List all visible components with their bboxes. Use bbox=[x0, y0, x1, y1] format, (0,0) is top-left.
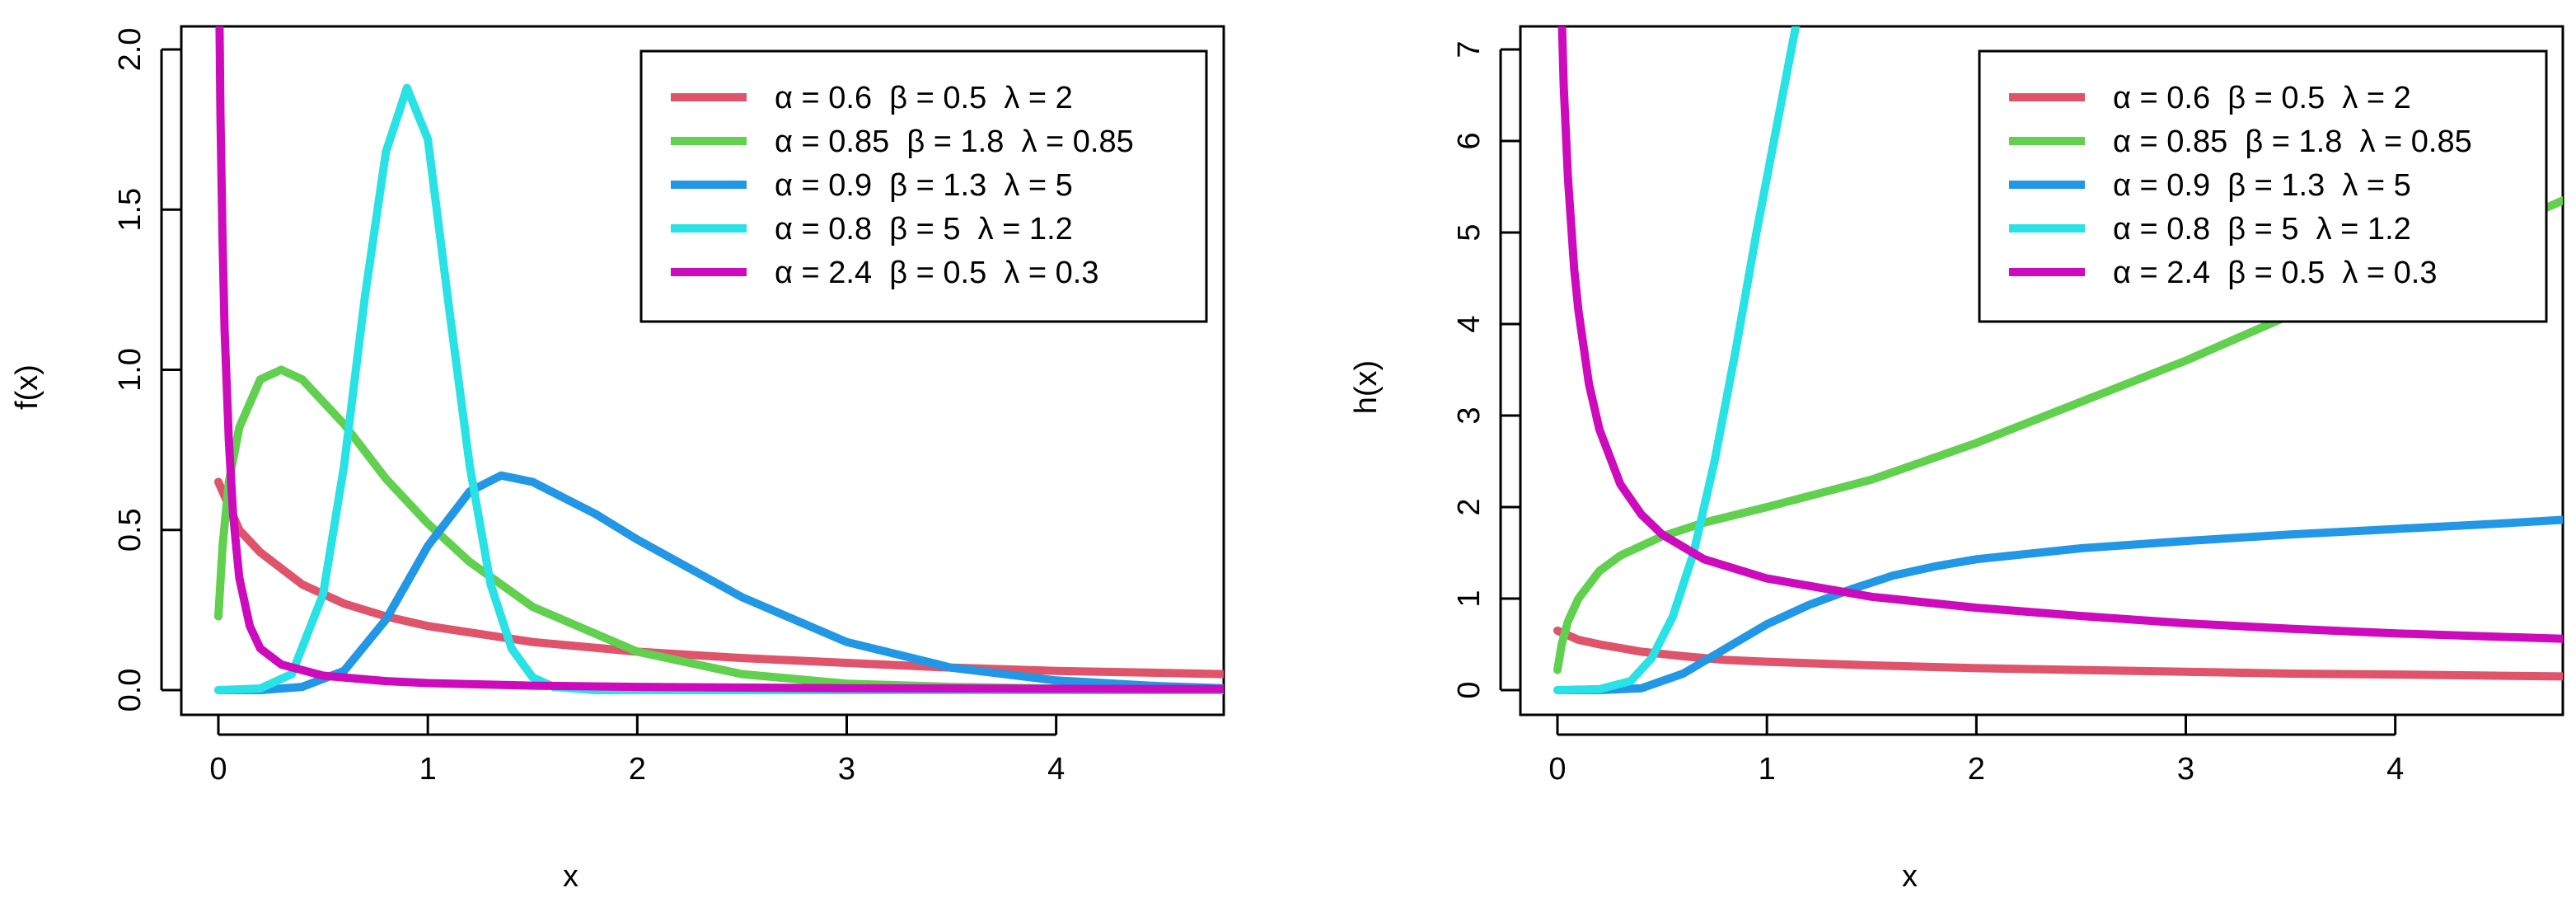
hazard-panel: 0 1 2 3 4 0 1 2 3 4 5 6 7 x h(x) α = 0.6 β = 0.5 λ … bbox=[1349, 25, 2564, 894]
density-y-axis: 0.0 0.5 1.0 1.5 2.0 bbox=[113, 28, 181, 712]
x-tick-label: 1 bbox=[1759, 752, 1776, 787]
hazard-series-line-4 bbox=[1553, 26, 1801, 694]
y-tick-label: 2.0 bbox=[113, 28, 148, 72]
legend-label: α = 0.9 β = 1.3 λ = 5 bbox=[775, 168, 1073, 203]
hazard-legend-entry: α = 0.6 β = 0.5 λ = 2 bbox=[2009, 81, 2411, 115]
x-tick-label: 3 bbox=[2177, 752, 2194, 787]
x-tick-label: 4 bbox=[1047, 752, 1065, 787]
hazard-legend-entry: α = 0.9 β = 1.3 λ = 5 bbox=[2009, 168, 2411, 203]
hazard-y-axis-label: h(x) bbox=[1349, 360, 1384, 414]
density-series-line-1 bbox=[214, 477, 1224, 679]
x-tick-label: 2 bbox=[629, 752, 646, 787]
legend-label: α = 0.85 β = 1.8 λ = 0.85 bbox=[2113, 124, 2472, 159]
legend-label: α = 0.85 β = 1.8 λ = 0.85 bbox=[775, 124, 1134, 159]
density-legend-entry: α = 0.9 β = 1.3 λ = 5 bbox=[671, 168, 1073, 203]
hazard-series-line-3 bbox=[1553, 515, 2563, 694]
density-y-axis-label: f(x) bbox=[10, 364, 44, 410]
density-panel: 0 1 2 3 4 0.0 0.5 1.0 1.5 2.0 x f(x) α = 0.6 β =… bbox=[10, 25, 1225, 894]
y-tick-label: 0.0 bbox=[113, 669, 148, 712]
y-tick-label: 0 bbox=[1452, 681, 1487, 698]
hazard-legend-entry: α = 0.85 β = 1.8 λ = 0.85 bbox=[2009, 124, 2472, 159]
y-tick-label: 2 bbox=[1452, 498, 1487, 515]
legend-label: α = 0.8 β = 5 λ = 1.2 bbox=[2113, 212, 2411, 247]
y-tick-label: 0.5 bbox=[113, 508, 148, 552]
density-x-axis-label: x bbox=[563, 859, 578, 894]
hazard-legend: α = 0.6 β = 0.5 λ = 2 α = 0.85 β = 1.8 λ… bbox=[1978, 49, 2548, 323]
hazard-y-axis: 0 1 2 3 4 5 6 7 bbox=[1452, 40, 1520, 699]
density-series-lines bbox=[214, 26, 1224, 694]
legend-label: α = 2.4 β = 0.5 λ = 0.3 bbox=[775, 256, 1098, 290]
hazard-plot-frame bbox=[1519, 25, 2564, 716]
y-tick-label: 4 bbox=[1452, 315, 1487, 332]
x-tick-label: 1 bbox=[419, 752, 437, 787]
density-legend-entry: α = 2.4 β = 0.5 λ = 0.3 bbox=[671, 256, 1098, 290]
y-tick-label: 1.5 bbox=[113, 188, 148, 232]
density-series-line-5 bbox=[215, 26, 1224, 693]
legend-label: α = 0.6 β = 0.5 λ = 2 bbox=[2113, 81, 2411, 115]
density-legend-entry: α = 0.85 β = 1.8 λ = 0.85 bbox=[671, 124, 1134, 159]
density-x-axis: 0 1 2 3 4 bbox=[209, 715, 1065, 787]
y-tick-label: 1.0 bbox=[113, 348, 148, 392]
y-tick-label: 1 bbox=[1452, 590, 1487, 607]
density-legend: α = 0.6 β = 0.5 λ = 2 α = 0.85 β = 1.8 λ… bbox=[639, 49, 1208, 323]
x-tick-label: 3 bbox=[838, 752, 855, 787]
x-tick-label: 4 bbox=[2386, 752, 2404, 787]
hazard-legend-entry: α = 2.4 β = 0.5 λ = 0.3 bbox=[2009, 256, 2437, 290]
y-tick-label: 6 bbox=[1452, 132, 1487, 149]
x-tick-label: 2 bbox=[1968, 752, 1985, 787]
legend-label: α = 0.9 β = 1.3 λ = 5 bbox=[2113, 168, 2411, 203]
legend-label: α = 0.8 β = 5 λ = 1.2 bbox=[775, 212, 1073, 247]
hazard-legend-entry: α = 0.8 β = 5 λ = 1.2 bbox=[2009, 212, 2411, 247]
x-tick-label: 0 bbox=[209, 752, 227, 787]
density-legend-entry: α = 0.8 β = 5 λ = 1.2 bbox=[671, 212, 1073, 247]
x-tick-label: 0 bbox=[1548, 752, 1566, 787]
hazard-series-line-1 bbox=[1553, 626, 2563, 681]
legend-label: α = 2.4 β = 0.5 λ = 0.3 bbox=[2113, 256, 2437, 290]
hazard-series-line-5 bbox=[1557, 26, 2563, 643]
y-tick-label: 3 bbox=[1452, 406, 1487, 424]
hazard-series-lines bbox=[1553, 26, 2563, 694]
y-tick-label: 5 bbox=[1452, 223, 1487, 241]
hazard-x-axis-label: x bbox=[1902, 859, 1918, 894]
hazard-x-axis: 0 1 2 3 4 bbox=[1548, 715, 2404, 787]
y-tick-label: 7 bbox=[1452, 40, 1487, 58]
density-legend-entry: α = 0.6 β = 0.5 λ = 2 bbox=[671, 81, 1073, 115]
legend-label: α = 0.6 β = 0.5 λ = 2 bbox=[775, 81, 1073, 115]
